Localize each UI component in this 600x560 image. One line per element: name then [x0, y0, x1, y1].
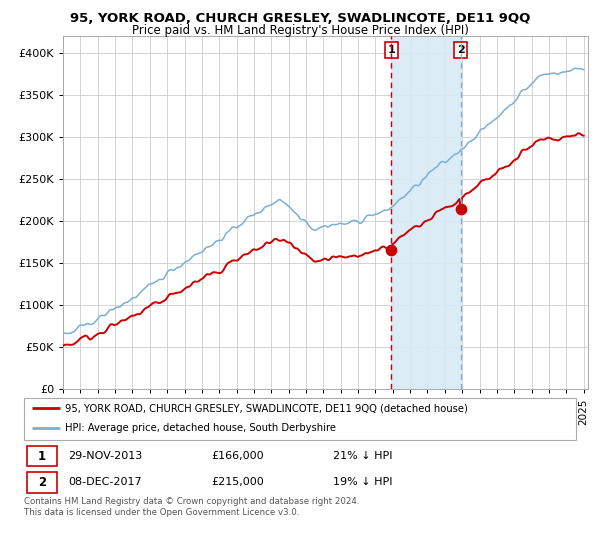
Text: 2: 2 — [457, 45, 464, 55]
Text: 1: 1 — [38, 450, 46, 463]
Text: 21% ↓ HPI: 21% ↓ HPI — [333, 451, 392, 461]
Text: Contains HM Land Registry data © Crown copyright and database right 2024.: Contains HM Land Registry data © Crown c… — [24, 497, 359, 506]
Point — [386, 245, 396, 254]
Text: 29-NOV-2013: 29-NOV-2013 — [68, 451, 142, 461]
Bar — [27, 446, 57, 466]
Text: HPI: Average price, detached house, South Derbyshire: HPI: Average price, detached house, Sout… — [65, 423, 337, 433]
Text: 2: 2 — [38, 476, 46, 489]
Bar — [391, 36, 461, 389]
Text: 95, YORK ROAD, CHURCH GRESLEY, SWADLINCOTE, DE11 9QQ (detached house): 95, YORK ROAD, CHURCH GRESLEY, SWADLINCO… — [65, 403, 468, 413]
Text: 1: 1 — [388, 45, 395, 55]
Text: 08-DEC-2017: 08-DEC-2017 — [68, 478, 142, 487]
Text: Price paid vs. HM Land Registry's House Price Index (HPI): Price paid vs. HM Land Registry's House … — [131, 24, 469, 36]
Text: 19% ↓ HPI: 19% ↓ HPI — [333, 478, 392, 487]
Bar — [27, 472, 57, 493]
Text: £166,000: £166,000 — [212, 451, 265, 461]
Text: £215,000: £215,000 — [212, 478, 265, 487]
Text: This data is licensed under the Open Government Licence v3.0.: This data is licensed under the Open Gov… — [24, 508, 299, 517]
Text: 95, YORK ROAD, CHURCH GRESLEY, SWADLINCOTE, DE11 9QQ: 95, YORK ROAD, CHURCH GRESLEY, SWADLINCO… — [70, 12, 530, 25]
Point — [456, 204, 466, 213]
